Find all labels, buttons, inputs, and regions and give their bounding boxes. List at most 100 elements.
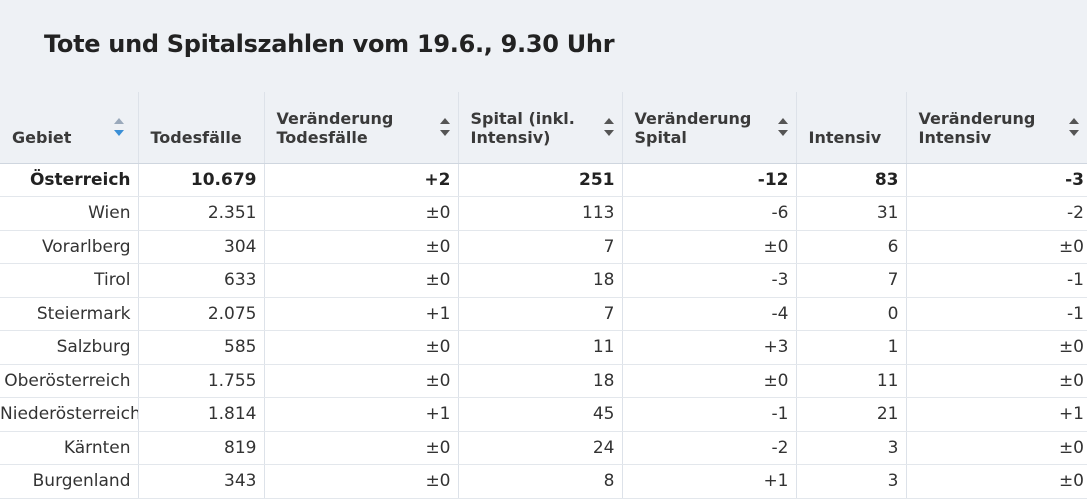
cell-veraenderung-todesfaelle: ±0 [264, 196, 459, 231]
column-header-label: Veränderung [918, 108, 1036, 128]
cell-veraenderung-todesfaelle: +1 [264, 297, 459, 331]
cell-intensiv: 1 [796, 330, 907, 365]
cell-todesfaelle: 1.755 [138, 364, 265, 398]
cell-veraenderung-intensiv: -1 [906, 263, 1087, 298]
column-header-label: Veränderung [634, 108, 752, 128]
cell-intensiv: 7 [796, 263, 907, 298]
column-header-label: Spital (inkl. [470, 108, 575, 128]
cell-veraenderung-spital: -3 [622, 263, 797, 298]
cell-todesfaelle: 819 [138, 431, 265, 465]
table-row: Salzburg 585 ±0 11 +3 1 ±0 [0, 330, 1087, 365]
cell-veraenderung-intensiv: -1 [906, 297, 1087, 331]
cell-veraenderung-spital: ±0 [622, 364, 797, 398]
column-header-label: Veränderung [276, 108, 394, 128]
cell-veraenderung-spital: -6 [622, 196, 797, 231]
sort-icon[interactable] [439, 118, 450, 136]
cell-veraenderung-todesfaelle: +2 [264, 163, 459, 197]
cell-todesfaelle: 2.075 [138, 297, 265, 331]
cell-todesfaelle: 2.351 [138, 196, 265, 231]
column-header-gebiet[interactable]: Gebiet [0, 92, 139, 164]
cell-veraenderung-intensiv: ±0 [906, 230, 1087, 264]
cell-veraenderung-intensiv: ±0 [906, 364, 1087, 398]
sort-icon[interactable] [113, 118, 124, 136]
header-row: Gebiet Todesfälle Veränderung Todesfälle … [0, 92, 1087, 164]
table-row: Burgenland 343 ±0 8 +1 3 ±0 [0, 464, 1087, 499]
column-header-intensiv[interactable]: Intensiv [796, 92, 907, 164]
column-header-veraenderung-todesfaelle[interactable]: Veränderung Todesfälle [264, 92, 459, 164]
column-header-label: Intensiv [918, 127, 992, 147]
column-header-todesfaelle[interactable]: Todesfälle [138, 92, 265, 164]
cell-gebiet: Österreich [0, 163, 139, 197]
cell-veraenderung-intensiv: -2 [906, 196, 1087, 231]
cell-intensiv: 0 [796, 297, 907, 331]
sort-icon[interactable] [1069, 118, 1079, 136]
cell-gebiet: Tirol [0, 263, 139, 298]
table-row: Vorarlberg 304 ±0 7 ±0 6 ±0 [0, 230, 1087, 264]
cell-todesfaelle: 633 [138, 263, 265, 298]
table-row: Steiermark 2.075 +1 7 -4 0 -1 [0, 297, 1087, 331]
cell-gebiet: Steiermark [0, 297, 139, 331]
sort-icon[interactable] [603, 118, 614, 136]
cell-veraenderung-spital: -1 [622, 397, 797, 432]
column-header-label: Intensiv [808, 127, 882, 147]
cell-veraenderung-spital: -12 [622, 163, 797, 197]
data-table: Gebiet Todesfälle Veränderung Todesfälle … [0, 92, 1087, 499]
cell-veraenderung-spital: -4 [622, 297, 797, 331]
cell-veraenderung-intensiv: ±0 [906, 330, 1087, 365]
sort-icon[interactable] [777, 118, 788, 136]
column-header-veraenderung-intensiv[interactable]: Veränderung Intensiv [906, 92, 1087, 164]
cell-spital: 113 [458, 196, 623, 231]
cell-spital: 24 [458, 431, 623, 465]
column-header-label: Spital [634, 127, 687, 147]
column-header-spital[interactable]: Spital (inkl. Intensiv) [458, 92, 623, 164]
cell-veraenderung-intensiv: ±0 [906, 464, 1087, 499]
cell-veraenderung-todesfaelle: +1 [264, 397, 459, 432]
cell-todesfaelle: 304 [138, 230, 265, 264]
cell-veraenderung-spital: +1 [622, 464, 797, 499]
cell-intensiv: 11 [796, 364, 907, 398]
column-header-label: Intensiv) [470, 127, 551, 147]
cell-spital: 18 [458, 364, 623, 398]
cell-gebiet: Oberösterreich [0, 364, 139, 398]
cell-todesfaelle: 585 [138, 330, 265, 365]
cell-intensiv: 31 [796, 196, 907, 231]
table-row: Tirol 633 ±0 18 -3 7 -1 [0, 263, 1087, 298]
cell-todesfaelle: 1.814 [138, 397, 265, 432]
table-row: Wien 2.351 ±0 113 -6 31 -2 [0, 196, 1087, 231]
cell-spital: 18 [458, 263, 623, 298]
title-bar: Tote und Spitalszahlen vom 19.6., 9.30 U… [0, 0, 1087, 92]
cell-veraenderung-todesfaelle: ±0 [264, 364, 459, 398]
cell-veraenderung-spital: -2 [622, 431, 797, 465]
cell-veraenderung-todesfaelle: ±0 [264, 230, 459, 264]
cell-veraenderung-intensiv: ±0 [906, 431, 1087, 465]
cell-spital: 7 [458, 297, 623, 331]
table-row: Oberösterreich 1.755 ±0 18 ±0 11 ±0 [0, 364, 1087, 398]
cell-intensiv: 83 [796, 163, 907, 197]
cell-gebiet: Niederösterreich [0, 397, 139, 432]
cell-gebiet: Salzburg [0, 330, 139, 365]
cell-veraenderung-spital: +3 [622, 330, 797, 365]
cell-veraenderung-todesfaelle: ±0 [264, 464, 459, 499]
cell-todesfaelle: 343 [138, 464, 265, 499]
cell-veraenderung-intensiv: +1 [906, 397, 1087, 432]
cell-gebiet: Kärnten [0, 431, 139, 465]
table-row: Kärnten 819 ±0 24 -2 3 ±0 [0, 431, 1087, 465]
cell-veraenderung-spital: ±0 [622, 230, 797, 264]
cell-veraenderung-intensiv: -3 [906, 163, 1087, 197]
column-header-label: Todesfälle [276, 127, 368, 147]
cell-spital: 7 [458, 230, 623, 264]
cell-todesfaelle: 10.679 [138, 163, 265, 197]
cell-intensiv: 21 [796, 397, 907, 432]
cell-spital: 45 [458, 397, 623, 432]
page-title: Tote und Spitalszahlen vom 19.6., 9.30 U… [44, 30, 615, 58]
cell-veraenderung-todesfaelle: ±0 [264, 330, 459, 365]
cell-gebiet: Wien [0, 196, 139, 231]
cell-gebiet: Vorarlberg [0, 230, 139, 264]
cell-veraenderung-todesfaelle: ±0 [264, 431, 459, 465]
column-header-veraenderung-spital[interactable]: Veränderung Spital [622, 92, 797, 164]
column-header-label: Gebiet [12, 127, 72, 147]
column-header-label: Todesfälle [150, 127, 242, 147]
cell-spital: 251 [458, 163, 623, 197]
cell-gebiet: Burgenland [0, 464, 139, 499]
cell-veraenderung-todesfaelle: ±0 [264, 263, 459, 298]
